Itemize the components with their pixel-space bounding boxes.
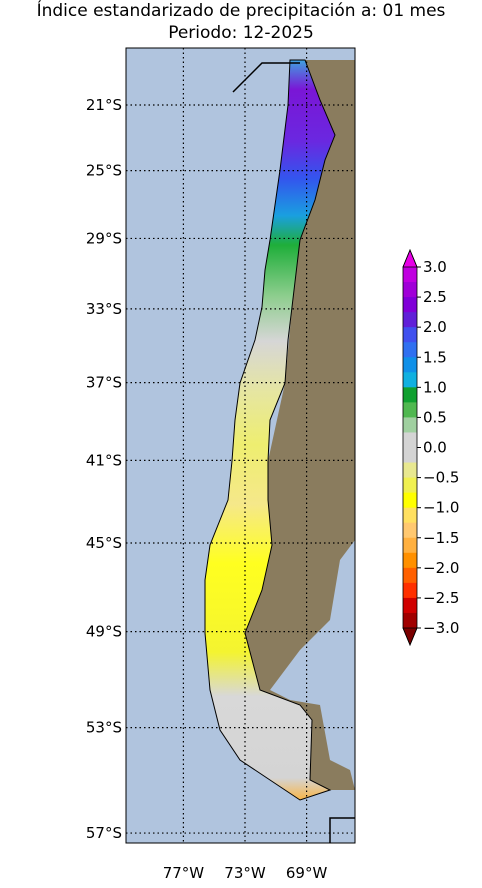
colorbar-band <box>403 507 417 524</box>
lat-label: 45°S <box>86 534 122 552</box>
lon-label: 73°W <box>224 864 266 882</box>
colorbar-band <box>403 477 417 494</box>
colorbar-band <box>403 327 417 343</box>
colorbar-band <box>403 402 417 418</box>
lat-label: 25°S <box>86 162 122 180</box>
chile-spi <box>204 59 336 801</box>
lat-label: 49°S <box>86 623 122 641</box>
colorbar-tick-label: −1.5 <box>423 529 459 547</box>
lat-label: 53°S <box>86 719 122 737</box>
colorbar-band <box>403 492 417 509</box>
border <box>232 62 300 93</box>
colorbar-band <box>403 567 417 584</box>
colorbar-band <box>403 267 417 283</box>
colorbar-band <box>403 537 417 554</box>
map <box>125 47 356 844</box>
colorbar-band <box>403 282 417 298</box>
colorbar-band <box>403 447 417 464</box>
colorbar-band <box>403 522 417 539</box>
map-frame <box>125 47 356 844</box>
lat-label: 29°S <box>86 229 122 247</box>
title: Índice estandarizado de precipitación a:… <box>37 0 446 21</box>
colorbar-tick-label: 2.0 <box>423 318 447 336</box>
colorbar-band <box>403 297 417 313</box>
colorbar-tick-label: 1.0 <box>423 378 447 396</box>
colorbar-tick-label: −0.5 <box>423 469 459 487</box>
colorbar-band <box>403 342 417 358</box>
colorbar-band <box>403 612 417 629</box>
colorbar-band <box>403 552 417 569</box>
lat-label: 57°S <box>86 824 122 842</box>
colorbar: 3.0 2.5 2.0 1.5 1.0 0.5 0.0 −0.5 −1.0 −1.5 −2.0 −2.… <box>402 248 459 647</box>
colorbar-tick-label: 0.5 <box>423 408 447 426</box>
land <box>240 60 355 790</box>
colorbar-tick-label: −1.0 <box>423 499 459 517</box>
lon-label: 77°W <box>163 864 205 882</box>
colorbar-tick-label: −2.0 <box>423 559 459 577</box>
lat-label: 21°S <box>86 96 122 114</box>
colorbar-tick-label: −2.5 <box>423 589 459 607</box>
colorbar-extend-max <box>402 248 418 268</box>
colorbar-band <box>403 372 417 388</box>
lat-label: 33°S <box>86 300 122 318</box>
colorbar-band <box>403 582 417 599</box>
colorbar-tick-label: 3.0 <box>423 258 447 276</box>
colorbar-extend-min <box>402 627 418 647</box>
colorbar-band <box>403 417 417 433</box>
colorbar-tick-label: 1.5 <box>423 348 447 366</box>
lat-label: 37°S <box>86 374 122 392</box>
colorbar-band <box>403 312 417 328</box>
border <box>329 817 355 843</box>
colorbar-tick-label: 2.5 <box>423 288 447 306</box>
lat-label: 41°S <box>86 451 122 469</box>
colorbar-tick-label: −3.0 <box>423 619 459 637</box>
subtitle: Periodo: 12-2025 <box>168 23 314 43</box>
colorbar-band <box>403 357 417 373</box>
colorbar-band <box>403 597 417 614</box>
colorbar-band <box>403 432 417 448</box>
colorbar-band <box>403 387 417 403</box>
lon-label: 69°W <box>286 864 328 882</box>
colorbar-tick-label: 0.0 <box>423 439 447 457</box>
colorbar-band <box>403 462 417 479</box>
